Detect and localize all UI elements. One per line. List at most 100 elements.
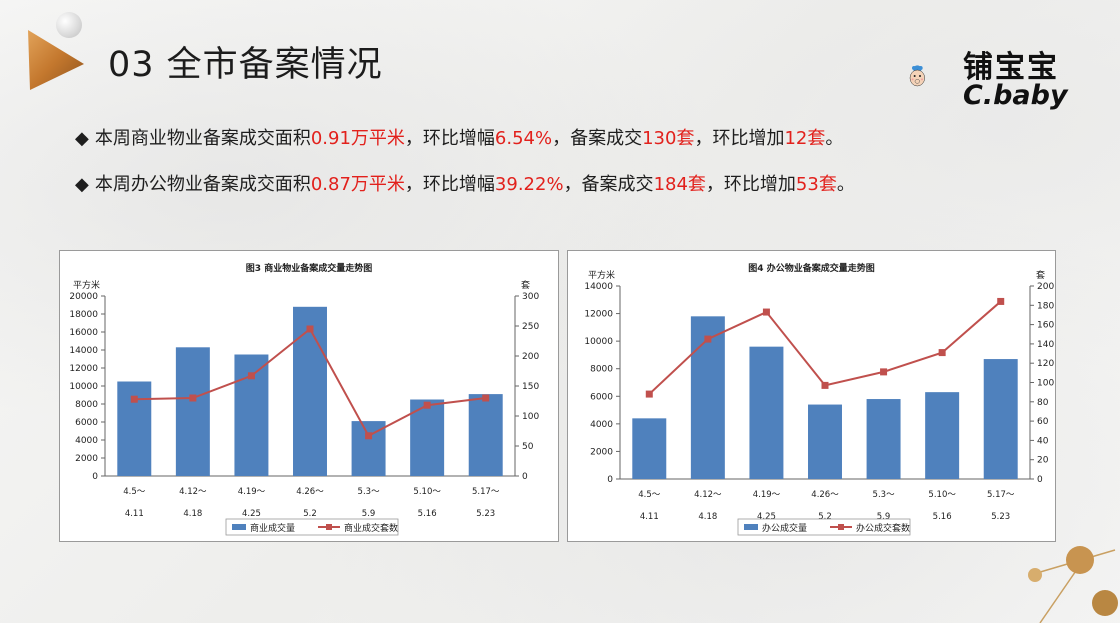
y-tick-label-right: 60 [1037, 417, 1049, 427]
y-tick-label-left: 6000 [590, 392, 613, 402]
legend-box [225, 518, 399, 536]
y-tick-label-left: 16000 [69, 328, 98, 338]
chart-commercial: 图3 商业物业备案成交量走势图 平方米套 0 2000 4000 6000 8000 1000… [59, 250, 559, 542]
x-tick-label: 5.17～ [472, 487, 500, 497]
x-tick-label: 4.25 [242, 509, 261, 519]
legend-box [737, 518, 911, 536]
x-tick-label: 5.23 [991, 512, 1010, 522]
chart-title: 图4 办公物业备案成交量走势图 [748, 262, 874, 274]
y-tick-label-left: 4000 [75, 436, 98, 446]
x-tick-label: 4.25 [757, 512, 776, 522]
bar [808, 404, 842, 479]
y-tick-label-right: 50 [522, 442, 534, 452]
legend-swatch-bar [232, 524, 246, 530]
y-tick-label-right: 20 [1037, 456, 1049, 466]
x-tick-label: 4.18 [698, 512, 717, 522]
y-tick-label-right: 250 [522, 322, 539, 332]
y-tick-label-right: 180 [1037, 301, 1054, 311]
bullet-commercial: ◆ 本周商业物业备案成交面积0.91万平米，环比增幅6.54%，备案成交130套，… [75, 128, 844, 149]
y-tick-label-right: 160 [1037, 321, 1054, 331]
line-point [704, 335, 712, 343]
x-tick-label: 5.23 [476, 509, 495, 519]
x-tick-label: 4.19～ [753, 490, 781, 500]
gold-triangle-icon [28, 30, 84, 90]
line-point [482, 394, 490, 402]
legend-label-line: 商业成交套数 [344, 522, 398, 534]
line-point [880, 368, 888, 376]
chart-title: 图3 商业物业备案成交量走势图 [246, 262, 372, 274]
y-tick-label-left: 8000 [590, 365, 613, 375]
y-tick-label-left: 8000 [75, 400, 98, 410]
bar [175, 347, 210, 476]
x-tick-label: 5.9 [362, 509, 376, 519]
y-axis-right-label: 套 [521, 279, 530, 291]
line-point [247, 372, 255, 380]
diamond-bullet-icon: ◆ [75, 128, 89, 149]
x-tick-label: 5.10～ [413, 487, 441, 497]
bar [983, 359, 1018, 479]
x-tick-label: 4.18 [183, 509, 202, 519]
x-tick-label: 4.12～ [694, 490, 722, 500]
y-tick-label-right: 40 [1037, 436, 1049, 446]
logo-text: 铺宝宝 [963, 50, 1059, 85]
diamond-bullet-icon: ◆ [75, 174, 89, 195]
y-tick-label-left: 6000 [75, 418, 98, 428]
pearl-circle-icon [56, 12, 82, 38]
x-tick-label: 4.5～ [123, 487, 146, 497]
bar [866, 399, 901, 479]
summary-bullets: ◆ 本周商业物业备案成交面积0.91万平米，环比增幅6.54%，备案成交130套，… [75, 124, 855, 216]
x-tick-label: 4.11 [640, 512, 659, 522]
y-tick-label-left: 2000 [590, 447, 613, 457]
bar [117, 381, 152, 476]
legend-label-bar: 办公成交量 [762, 522, 807, 534]
x-tick-label: 5.3～ [358, 487, 381, 497]
y-tick-label-left: 0 [92, 472, 98, 482]
legend-label-bar: 商业成交量 [250, 522, 295, 534]
x-tick-label: 4.26～ [811, 490, 839, 500]
y-axis-right-label: 套 [1036, 269, 1045, 281]
y-tick-label-left: 10000 [584, 337, 613, 347]
line-point [645, 390, 653, 398]
bar [468, 394, 503, 476]
x-tick-label: 5.3～ [873, 490, 896, 500]
y-tick-label-right: 0 [522, 472, 528, 482]
legend-swatch-marker [326, 524, 332, 530]
x-tick-label: 5.16 [418, 509, 437, 519]
line-point [938, 349, 946, 357]
y-tick-label-left: 4000 [590, 420, 613, 430]
y-tick-label-left: 14000 [584, 282, 613, 292]
y-tick-label-right: 200 [1037, 282, 1054, 292]
y-tick-label-left: 12000 [584, 310, 613, 320]
x-tick-label: 5.9 [877, 512, 891, 522]
y-tick-label-right: 120 [1037, 359, 1054, 369]
bar [925, 392, 960, 479]
y-tick-label-left: 2000 [75, 454, 98, 464]
y-tick-label-left: 18000 [69, 310, 98, 320]
line-point [762, 308, 770, 316]
x-tick-label: 4.26～ [296, 487, 324, 497]
y-tick-label-right: 300 [522, 292, 539, 302]
x-tick-label: 4.11 [125, 509, 144, 519]
legend-label-line: 办公成交套数 [856, 522, 910, 534]
bar [749, 346, 784, 479]
y-tick-label-right: 80 [1037, 398, 1049, 408]
logo-subtitle: C.baby [963, 80, 1068, 111]
y-axis-left-label: 平方米 [588, 269, 615, 281]
x-tick-label: 5.2 [818, 512, 832, 522]
line-point [997, 297, 1005, 305]
legend-swatch-bar [744, 524, 758, 530]
x-tick-label: 5.17～ [987, 490, 1015, 500]
y-tick-label-left: 12000 [69, 364, 98, 374]
line-point [365, 432, 373, 440]
bar [632, 418, 667, 479]
line-point [130, 395, 138, 403]
y-tick-label-right: 100 [1037, 379, 1054, 389]
mascot-logo-icon [909, 65, 925, 87]
page-title: 03 全市备案情况 [108, 45, 383, 85]
bar [690, 316, 725, 479]
line-point [306, 325, 314, 333]
y-tick-label-left: 20000 [69, 292, 98, 302]
x-tick-label: 4.5～ [638, 490, 661, 500]
x-tick-label: 4.19～ [238, 487, 266, 497]
